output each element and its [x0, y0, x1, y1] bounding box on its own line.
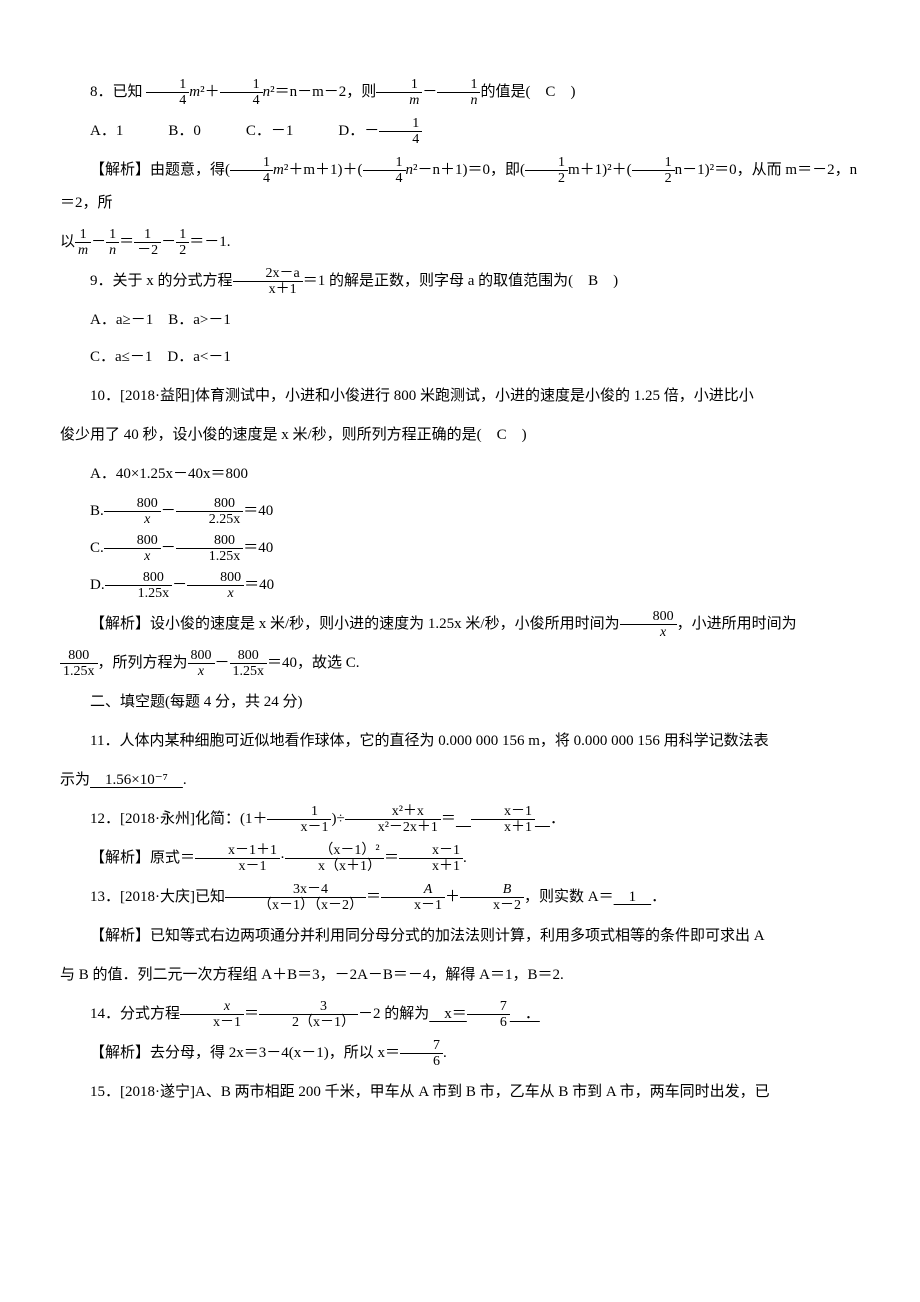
frac: Ax－1: [381, 882, 445, 914]
frac: 1－2: [134, 227, 161, 259]
q12-stem: 12．[2018·永州]化简：(1＋1x－1)÷x²＋xx²－2x＋1＝ x－1…: [60, 803, 860, 836]
q12-explain: 【解析】原式＝x－1＋1x－1·（x－1）²x（x＋1）＝x－1x＋1.: [60, 842, 860, 875]
q10-explain-2: 8001.25x，所列方程为800x－8001.25x＝40，故选 C.: [60, 647, 860, 680]
frac: 8001.25x: [230, 648, 268, 680]
frac: 800x: [188, 648, 215, 680]
q11-answer: 1.56×10⁻⁷: [90, 772, 183, 788]
q9-choices-2: C．a≤－1 D．a<－1: [60, 341, 860, 374]
q10-stem-2: 俊少用了 40 秒，设小俊的速度是 x 米/秒，则所列方程正确的是( C ): [60, 419, 860, 452]
frac: 1m: [75, 227, 91, 259]
section-2-title: 二、填空题(每题 4 分，共 24 分): [60, 686, 860, 719]
q13-explain-2: 与 B 的值．列二元一次方程组 A＋B＝3，－2A－B＝－4，解得 A＝1，B＝…: [60, 959, 860, 992]
frac: 12: [176, 227, 189, 259]
frac: 1n: [437, 77, 480, 109]
q13-answer: 1: [614, 889, 652, 905]
frac: x²＋xx²－2x＋1: [345, 804, 441, 836]
frac: Bx－2: [460, 882, 524, 914]
q13-stem: 13．[2018·大庆]已知3x－4（x－1）（x－2）＝Ax－1＋Bx－2，则…: [60, 881, 860, 914]
q8-explain-1: 【解析】由题意，得(14m²＋m＋1)＋(14n²－n＋1)＝0，即(12m＋1…: [60, 154, 860, 220]
frac: 800x: [187, 570, 244, 602]
frac: 14: [230, 155, 273, 187]
frac: 14: [146, 77, 189, 109]
q14-explain: 【解析】去分母，得 2x＝3－4(x－1)，所以 x＝76.: [60, 1037, 860, 1070]
frac: 1n: [106, 227, 119, 259]
q9-stem: 9．关于 x 的分式方程2x－ax＋1＝1 的解是正数，则字母 a 的取值范围为…: [60, 265, 860, 298]
q14-answer: x＝76 ．: [429, 1006, 540, 1022]
q8-choices: A．1 B．0 C．－1 D．－14: [60, 115, 860, 148]
frac: 8001.25x: [60, 648, 98, 680]
q10-choice-d: D.8001.25x－800x＝40: [60, 569, 860, 602]
frac: 1x－1: [267, 804, 331, 836]
frac: 800x: [620, 609, 677, 641]
frac: 8001.25x: [105, 570, 173, 602]
q10-choice-c: C.800x－8001.25x＝40: [60, 532, 860, 565]
frac: 800x: [104, 533, 161, 565]
q9-choices-1: A．a≥－1 B．a>－1: [60, 304, 860, 337]
frac: 2x－ax＋1: [233, 266, 303, 298]
text: 8．已知: [90, 84, 143, 100]
frac: 800x: [104, 496, 161, 528]
q8-stem: 8．已知 14m²＋14n²＝n－m－2，则1m－1n的值是( C ): [60, 76, 860, 109]
q10-explain-1: 【解析】设小俊的速度是 x 米/秒，则小进的速度为 1.25x 米/秒，小俊所用…: [60, 608, 860, 641]
q12-answer: x－1x＋1: [456, 811, 550, 827]
frac: 3x－4（x－1）（x－2）: [225, 882, 366, 914]
frac: 8001.25x: [176, 533, 244, 565]
frac: x－1x＋1: [399, 843, 463, 875]
frac: 12: [632, 155, 675, 187]
q13-explain-1: 【解析】已知等式右边两项通分并利用同分母分式的加法法则计算，利用多项式相等的条件…: [60, 920, 860, 953]
frac: 32（x－1）: [259, 999, 358, 1031]
frac: 8002.25x: [176, 496, 244, 528]
frac: 14: [363, 155, 406, 187]
q10-stem-1: 10．[2018·益阳]体育测试中，小进和小俊进行 800 米跑测试，小进的速度…: [60, 380, 860, 413]
frac: 76: [467, 999, 510, 1031]
frac: 76: [400, 1038, 443, 1070]
frac: x－1x＋1: [471, 804, 535, 836]
q10-choice-a: A．40×1.25x－40x＝800: [60, 458, 860, 491]
frac: xx－1: [180, 999, 244, 1031]
q14-stem: 14．分式方程xx－1＝32（x－1）－2 的解为 x＝76 ．: [60, 998, 860, 1031]
frac: 14: [379, 116, 422, 148]
frac: （x－1）²x（x＋1）: [285, 843, 384, 875]
frac: 12: [525, 155, 568, 187]
q10-choice-b: B.800x－8002.25x＝40: [60, 495, 860, 528]
frac: 14: [220, 77, 263, 109]
q11-stem-1: 11．人体内某种细胞可近似地看作球体，它的直径为 0.000 000 156 m…: [60, 725, 860, 758]
q15-stem: 15．[2018·遂宁]A、B 两市相距 200 千米，甲车从 A 市到 B 市…: [60, 1076, 860, 1109]
frac: x－1＋1x－1: [195, 843, 280, 875]
frac: 1m: [376, 77, 422, 109]
q11-stem-2: 示为 1.56×10⁻⁷ .: [60, 764, 860, 797]
q8-explain-2: 以1m－1n＝1－2－12＝－1.: [60, 226, 860, 259]
